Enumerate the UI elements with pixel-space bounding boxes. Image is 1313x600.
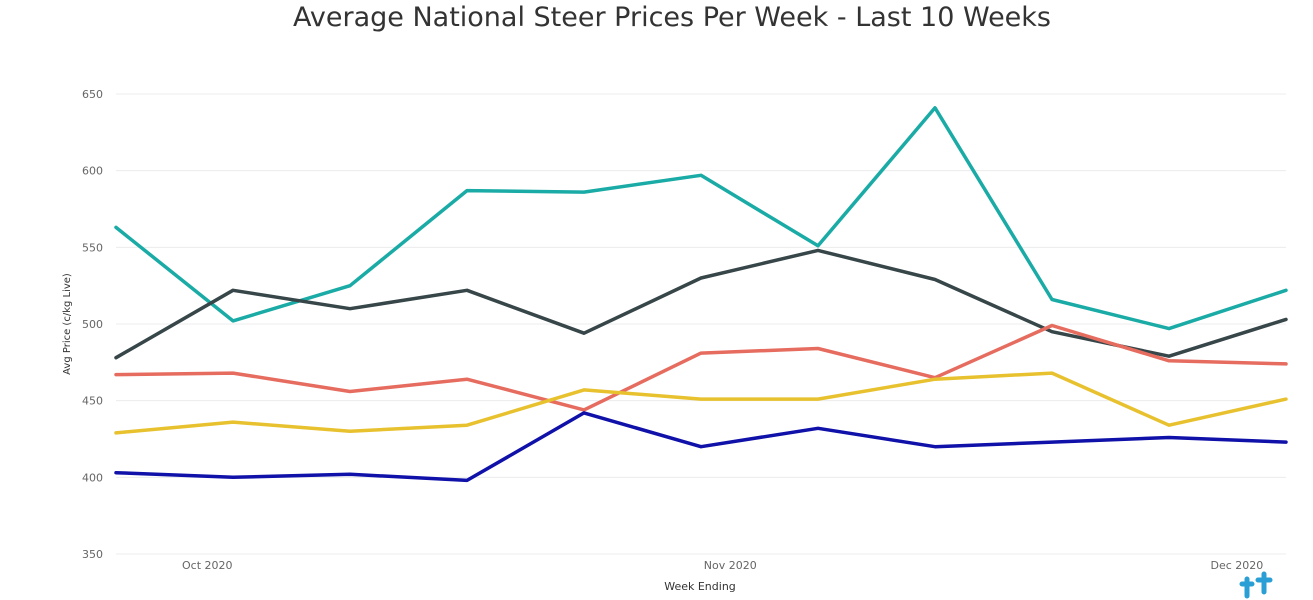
series-lines xyxy=(114,106,1288,483)
x-axis-title: Week Ending xyxy=(664,580,736,593)
series-line-3 xyxy=(114,323,1288,412)
y-tick-label: 450 xyxy=(82,395,103,408)
brand-logo-icon xyxy=(1239,571,1273,599)
x-tick-label: Nov 2020 xyxy=(704,559,757,572)
series-line-4 xyxy=(114,371,1288,435)
y-tick-label: 600 xyxy=(82,165,103,178)
chart-title: Average National Steer Prices Per Week -… xyxy=(293,2,1051,33)
y-tick-label: 400 xyxy=(82,471,103,484)
x-axis-ticks: Oct 2020 Nov 2020 Dec 2020 xyxy=(182,559,1263,572)
y-axis-title: Avg Price (c/kg Live) xyxy=(62,273,73,375)
x-tick-label: Dec 2020 xyxy=(1210,559,1263,572)
x-tick-label: Oct 2020 xyxy=(182,559,233,572)
gridlines xyxy=(116,93,1286,555)
series-line-1 xyxy=(114,106,1288,331)
series-line-5 xyxy=(114,411,1288,483)
y-tick-label: 550 xyxy=(82,241,103,254)
y-tick-label: 650 xyxy=(82,88,103,101)
y-tick-label: 500 xyxy=(82,318,103,331)
y-tick-label: 350 xyxy=(82,548,103,561)
series-line-2 xyxy=(114,248,1288,360)
y-axis-ticks: 350 400 450 500 550 600 650 xyxy=(82,88,103,561)
